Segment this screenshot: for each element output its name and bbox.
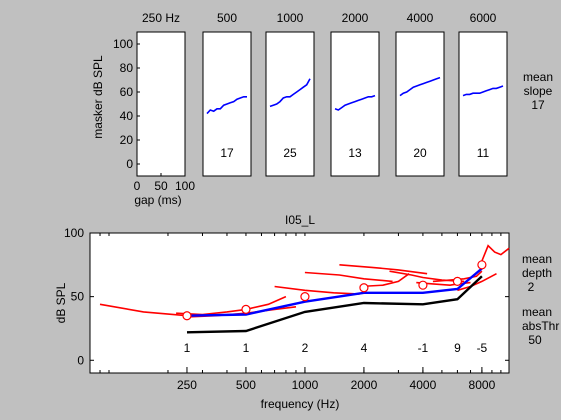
masked-threshold-line <box>186 267 483 317</box>
masking-curve-red <box>359 273 410 288</box>
threshold-plot: 250 500 1000 2000 4000 8000 0 50 100 1 1 2 4 -1 9 -5 <box>64 226 510 392</box>
masking-panel-frame <box>458 31 508 177</box>
mean-abs-line1: mean <box>522 305 552 319</box>
mean-depth-line1: mean <box>522 252 552 266</box>
absolute-threshold-line <box>186 275 483 334</box>
masking-panel-title: 250 Hz <box>142 11 180 25</box>
y-tick-label: 60 <box>120 85 134 99</box>
depth-value: 2 <box>302 341 309 355</box>
top-x-label: gap (ms) <box>134 193 181 207</box>
masking-panel-frame <box>330 31 380 177</box>
slope-value: 13 <box>348 146 362 160</box>
depth-value: 1 <box>243 341 250 355</box>
masking-panels: 250 Hz 5001710002520001340002060001102040… <box>113 11 508 193</box>
marker-point <box>359 283 369 293</box>
masking-curve <box>334 94 376 111</box>
mean-slope-line2: slope <box>524 84 553 98</box>
bottom-x-label: frequency (Hz) <box>261 397 340 411</box>
x-tick-label: 50 <box>154 179 168 193</box>
depth-value: 4 <box>361 341 368 355</box>
y-tick-label: 0 <box>77 353 84 367</box>
y-tick-label: 20 <box>120 133 134 147</box>
mean-abs-line2: absThr <box>522 319 559 333</box>
masking-curve <box>462 85 504 97</box>
bottom-y-label: dB SPL <box>54 282 68 323</box>
mean-depth-value: 2 <box>528 280 535 294</box>
slope-value: 25 <box>283 146 297 160</box>
depth-value: 1 <box>184 341 191 355</box>
masking-curve <box>399 76 441 97</box>
x-tick-label: 2000 <box>351 378 378 392</box>
depth-value: -1 <box>418 341 429 355</box>
masking-panel-frame <box>265 31 315 177</box>
marker-point <box>241 304 251 314</box>
x-tick-label: 100 <box>175 179 195 193</box>
marker-point <box>182 311 192 321</box>
masking-curve-red <box>99 303 188 317</box>
x-tick-label: 250 <box>177 378 197 392</box>
masking-curve-red <box>416 281 471 287</box>
x-tick-label: 0 <box>134 179 141 193</box>
mean-abs-value: 50 <box>528 333 542 347</box>
masking-panel-title: 4000 <box>407 11 434 25</box>
masking-curve-red <box>304 271 393 283</box>
slope-value: 17 <box>220 146 234 160</box>
slope-value: 11 <box>477 146 490 160</box>
marker-point <box>477 260 487 270</box>
mean-slope-value: 17 <box>531 98 545 112</box>
y-tick-label: 100 <box>64 226 84 240</box>
masking-panel-title: 1000 <box>277 11 304 25</box>
y-tick-label: 100 <box>113 37 133 51</box>
y-tick-label: 50 <box>71 290 85 304</box>
masking-panel-frame <box>395 31 445 177</box>
masking-panel-title: 6000 <box>470 11 497 25</box>
depth-value: 9 <box>454 341 461 355</box>
x-tick-label: 500 <box>236 378 256 392</box>
mean-slope-line1: mean <box>523 70 553 84</box>
masking-curve <box>269 78 311 108</box>
mean-depth-line2: depth <box>522 266 552 280</box>
masking-panel-frame <box>136 31 186 177</box>
x-tick-label: 8000 <box>469 378 496 392</box>
masking-curve <box>206 96 247 115</box>
marker-point <box>418 280 428 290</box>
slope-value: 20 <box>413 146 427 160</box>
marker-point <box>300 292 310 302</box>
x-tick-label: 4000 <box>410 378 437 392</box>
masking-curve-red <box>432 270 483 283</box>
masking-curve-red <box>481 244 510 262</box>
masking-curve-red <box>339 264 428 275</box>
depth-value: -5 <box>477 341 488 355</box>
masking-curve-red <box>274 285 360 295</box>
top-y-label: masker dB SPL <box>91 55 105 139</box>
masking-panel-title: 500 <box>217 11 237 25</box>
marker-point <box>452 276 463 286</box>
y-tick-label: 80 <box>120 61 134 75</box>
bottom-title: I05_L <box>285 213 315 227</box>
y-tick-label: 0 <box>126 157 133 171</box>
x-tick-label: 1000 <box>292 378 319 392</box>
masking-panel-title: 2000 <box>342 11 369 25</box>
masking-curve-red <box>457 272 497 292</box>
y-tick-label: 40 <box>120 109 134 123</box>
